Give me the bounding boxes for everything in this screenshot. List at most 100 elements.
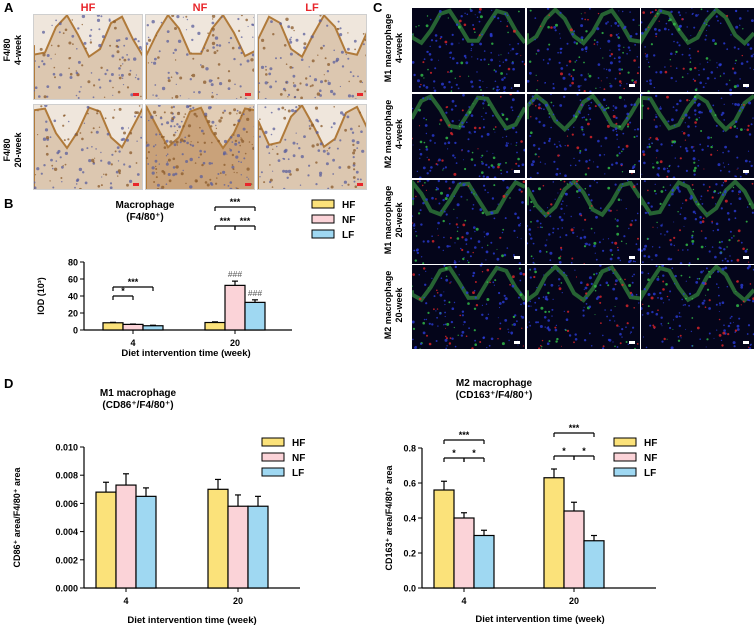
- y-tick-label: 0.000: [55, 584, 78, 594]
- legend-label-nf: NF: [292, 453, 305, 464]
- x-axis-label: Diet intervention time (week): [121, 348, 250, 359]
- significance-mark: ***: [240, 216, 251, 226]
- y-tick-label: 0.002: [55, 555, 78, 565]
- immunofluorescence-image-tile: [641, 8, 754, 92]
- significance-mark: ***: [459, 430, 470, 440]
- tissue-micrograph: [34, 15, 142, 99]
- row-label-line2: 4-week: [394, 118, 404, 150]
- panel-a-row-label-2: F4/80 20-week: [2, 107, 24, 193]
- x-tick-label: 20: [569, 596, 579, 606]
- y-tick-label: 0.8: [403, 444, 416, 454]
- immunofluorescence-image-tile: [527, 180, 640, 264]
- bar-hf: [204, 321, 226, 331]
- immunofluorescence-image-tile: [412, 8, 525, 92]
- fluorescence-micrograph: [641, 180, 754, 264]
- y-axis-label: CD86⁺ area/F4/80⁺ area: [12, 466, 22, 567]
- row-label-line2: 4-week: [394, 32, 404, 64]
- bar-hf: [433, 489, 455, 589]
- legend-label-nf: NF: [342, 215, 355, 226]
- y-tick-label: 0.4: [403, 514, 416, 524]
- ihc-image-tile: [145, 104, 255, 190]
- legend-label-hf: HF: [342, 200, 355, 211]
- y-tick-label: 0.2: [403, 549, 416, 559]
- significance-mark: ***: [230, 197, 241, 207]
- panel-d-letter: D: [4, 376, 14, 391]
- scale-bar: [514, 341, 520, 344]
- legend-swatch-lf: [311, 229, 335, 239]
- scale-bar: [514, 170, 520, 173]
- scale-bar: [629, 170, 635, 173]
- bar-hf: [207, 488, 229, 589]
- x-axis-label: Diet intervention time (week): [127, 615, 256, 625]
- significance-mark: *: [452, 448, 456, 458]
- chart-title: M1 macrophage: [100, 388, 177, 399]
- panel-a-col-lf: LF: [305, 2, 319, 14]
- immunofluorescence-image-tile: [527, 265, 640, 349]
- row-label-line2: 4-week: [13, 34, 23, 66]
- significance-mark: ***: [569, 423, 580, 433]
- significance-mark: *: [121, 286, 125, 296]
- fluorescence-micrograph: [527, 180, 640, 264]
- bar-hf: [102, 322, 124, 331]
- panel-c-letter: C: [373, 0, 383, 15]
- tissue-micrograph: [146, 105, 254, 189]
- scale-bar: [743, 341, 749, 344]
- significance-mark: *: [562, 446, 566, 456]
- y-tick-label: 0.006: [55, 499, 78, 509]
- scale-bar: [514, 84, 520, 87]
- scale-bar: [514, 256, 520, 259]
- legend-label-lf: LF: [644, 468, 656, 479]
- bar-lf: [142, 325, 164, 331]
- x-tick-label: 4: [130, 338, 135, 348]
- row-label-line1: M2 macrophage: [383, 270, 393, 340]
- scale-bar: [245, 93, 251, 96]
- bar-nf: [122, 323, 144, 331]
- significance-mark: *: [472, 448, 476, 458]
- legend-swatch-hf: [613, 437, 637, 447]
- bar-lf: [473, 534, 495, 589]
- ihc-image-tile: [257, 104, 367, 190]
- fluorescence-micrograph: [641, 94, 754, 178]
- bar-lf: [244, 301, 266, 331]
- bar-nf: [563, 510, 585, 589]
- legend-swatch-nf: [261, 452, 285, 462]
- scale-bar: [133, 183, 139, 186]
- row-label-line1: F4/80: [2, 138, 12, 162]
- significance-mark: ***: [128, 277, 139, 287]
- immunofluorescence-image-tile: [641, 265, 754, 349]
- scale-bar: [743, 256, 749, 259]
- row-label-line1: M1 macrophage: [383, 185, 393, 255]
- fluorescence-micrograph: [412, 180, 525, 264]
- bar-lf: [583, 540, 605, 589]
- legend-label-lf: LF: [342, 230, 354, 241]
- scale-bar: [743, 170, 749, 173]
- bar-nf: [224, 284, 246, 331]
- x-tick-label: 20: [230, 338, 240, 348]
- scale-bar: [629, 84, 635, 87]
- hash-significance-mark: ###: [228, 269, 242, 279]
- chart-title: Macrophage: [116, 200, 175, 211]
- panel-a-row-label-1: F4/80 4-week: [2, 10, 24, 90]
- bar-nf: [453, 517, 475, 589]
- panel-a-letter: A: [4, 0, 14, 15]
- significance-mark: *: [582, 446, 586, 456]
- scale-bar: [357, 93, 363, 96]
- row-label-line2: 20-week: [394, 202, 404, 238]
- scale-bar: [133, 93, 139, 96]
- legend-label-lf: LF: [292, 468, 304, 479]
- scale-bar: [629, 341, 635, 344]
- panel-c-row-label: M2 macrophage 20-week: [383, 265, 405, 345]
- tissue-micrograph: [258, 15, 366, 99]
- scale-bar: [629, 256, 635, 259]
- ihc-image-tile: [33, 14, 143, 100]
- panel-c-row-label: M1 macrophage 20-week: [383, 180, 405, 260]
- tissue-micrograph: [34, 105, 142, 189]
- bar-nf: [115, 484, 137, 589]
- immunofluorescence-image-tile: [412, 94, 525, 178]
- bar-nf: [227, 505, 249, 589]
- chart-title: M2 macrophage: [456, 378, 533, 389]
- legend-swatch-hf: [311, 199, 335, 209]
- bar-lf: [247, 505, 269, 589]
- chart-subtitle: (CD86⁺/F4/80⁺): [102, 400, 173, 411]
